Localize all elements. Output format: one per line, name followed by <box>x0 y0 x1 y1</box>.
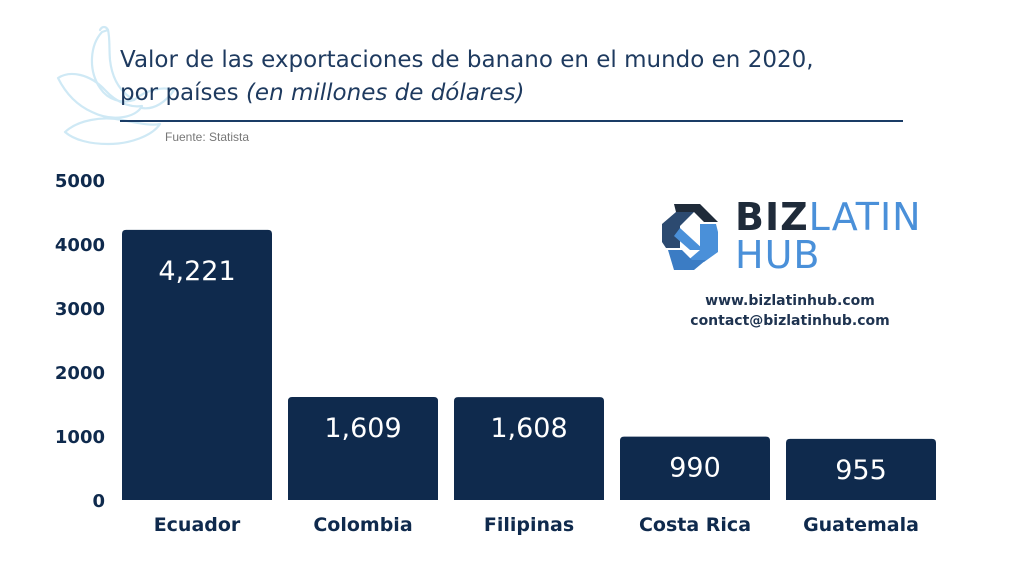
y-tick-label: 2000 <box>55 363 105 384</box>
bar-colombia <box>288 397 438 500</box>
bar-costa-rica <box>620 436 770 500</box>
y-tick-label: 1000 <box>55 427 105 448</box>
y-tick-label: 5000 <box>55 171 105 192</box>
y-tick-label: 4000 <box>55 235 105 256</box>
y-tick-label: 0 <box>92 491 105 512</box>
x-category-label: Guatemala <box>803 514 919 536</box>
banana-outline-icon <box>56 25 176 146</box>
bar-value-label: 1,608 <box>490 413 567 444</box>
source-note: Fuente: Statista <box>165 130 250 144</box>
bar-value-label: 1,609 <box>324 413 401 444</box>
bar-value-label: 4,221 <box>158 256 235 287</box>
x-category-label: Costa Rica <box>639 514 751 536</box>
bar-guatemala <box>786 438 936 500</box>
chart-title-units: (en millones de dólares) <box>245 80 525 106</box>
website-text: www.bizlatinhub.com <box>705 293 875 309</box>
bar-ecuador <box>122 229 272 500</box>
x-category-label: Ecuador <box>154 514 241 536</box>
bizlatinhub-logo-icon <box>662 204 718 270</box>
bar-value-label: 990 <box>669 453 721 484</box>
bar-value-label: 955 <box>835 455 887 486</box>
value-labels-group: 4,221 1,609 1,608 990 955 <box>158 256 886 486</box>
y-tick-label: 3000 <box>55 299 105 320</box>
bar-filipinas <box>454 397 604 500</box>
y-axis: 0 1000 2000 3000 4000 5000 <box>55 171 105 512</box>
brand-hub: HUB <box>735 233 821 277</box>
chart-title: Valor de las exportaciones de banano en … <box>120 44 814 110</box>
brand-latin: LATIN <box>808 195 922 239</box>
x-category-label: Filipinas <box>484 514 574 536</box>
email-text: contact@bizlatinhub.com <box>690 313 890 329</box>
chart-title-line2: por países <box>120 80 246 106</box>
x-category-label: Colombia <box>313 514 412 536</box>
brand-biz: BIZ <box>735 195 809 239</box>
brand-name: BIZLATIN <box>735 198 922 236</box>
chart-title-line1: Valor de las exportaciones de banano en … <box>120 47 814 73</box>
bars-group <box>122 229 936 500</box>
title-divider <box>120 120 903 122</box>
x-axis: Ecuador Colombia Filipinas Costa Rica Guatem… <box>154 514 919 536</box>
